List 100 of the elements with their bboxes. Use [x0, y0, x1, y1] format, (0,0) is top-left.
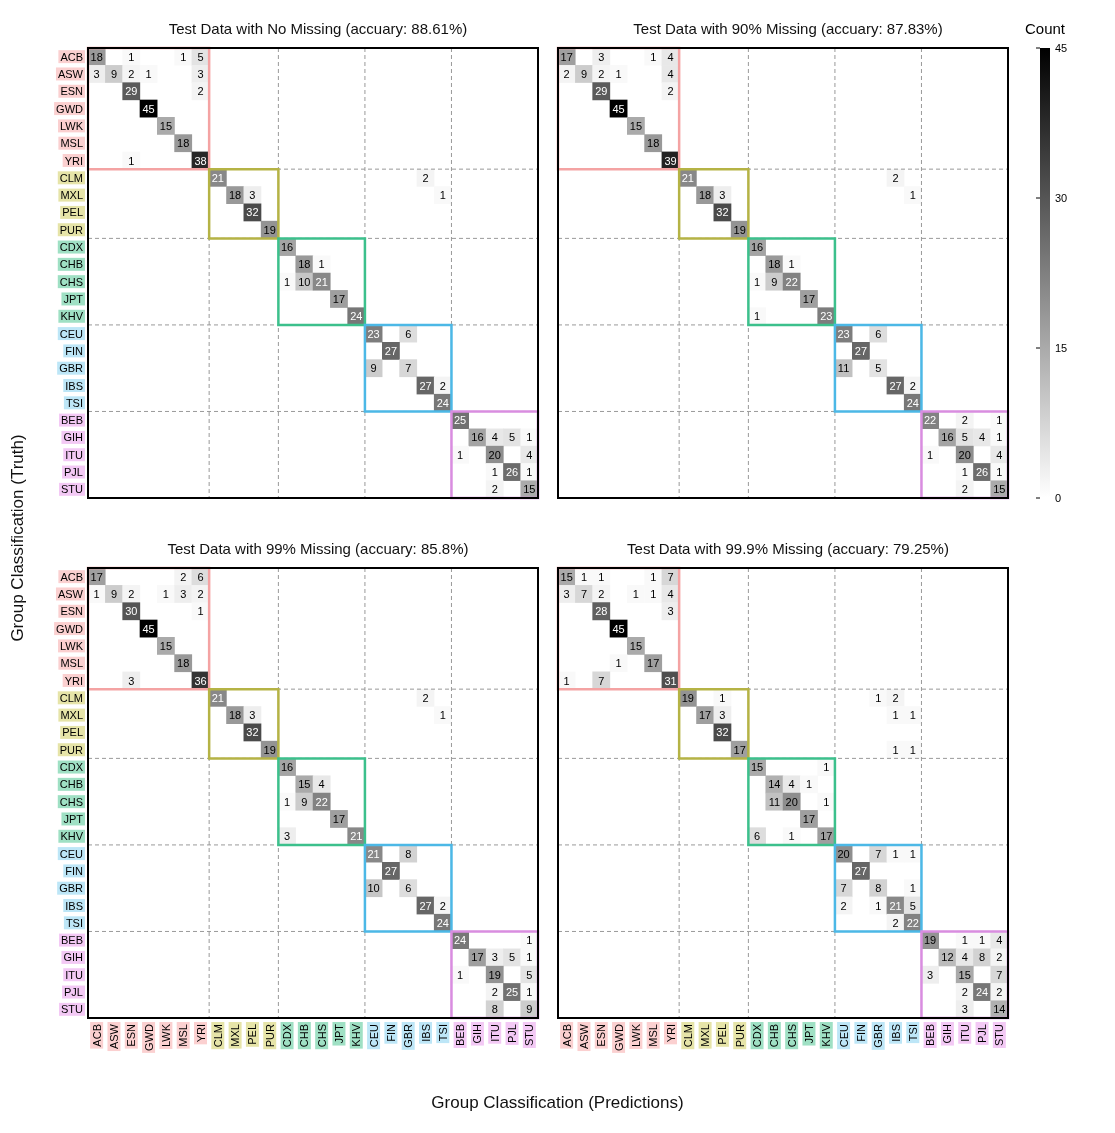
x-tick-label: CLM: [681, 1024, 694, 1048]
data-label: 1: [650, 587, 657, 600]
y-tick-label: ASW: [57, 67, 84, 80]
data-label: 21: [889, 899, 902, 912]
data-label: 1: [526, 466, 533, 479]
data-label: 23: [837, 327, 850, 340]
data-label: 22: [906, 916, 919, 929]
data-label: 27: [384, 344, 398, 357]
y-tick-label: CLM: [59, 691, 83, 704]
data-label: 5: [526, 968, 533, 981]
data-label: 3: [719, 709, 726, 722]
data-label: 15: [523, 483, 536, 496]
data-label: 7: [598, 674, 605, 687]
data-label: 20: [785, 795, 798, 808]
data-label: 2: [439, 899, 446, 912]
x-tick-label: JPT: [332, 1023, 345, 1044]
y-tick-label: MSL: [60, 137, 83, 150]
color-bar-label: 45: [1055, 42, 1068, 54]
data-label: 4: [996, 448, 1003, 461]
data-label: 1: [996, 414, 1003, 427]
data-label: 27: [854, 344, 868, 357]
data-label: 2: [128, 67, 135, 80]
data-label: 1: [632, 587, 639, 600]
y-tick-label: MSL: [60, 657, 83, 670]
x-tick-label: STU: [523, 1023, 536, 1046]
data-label: 2: [892, 171, 899, 184]
y-tick-label: CHB: [59, 258, 83, 271]
data-label: 1: [650, 50, 657, 63]
data-label: 2: [996, 951, 1003, 964]
data-label: 26: [975, 466, 989, 479]
data-label: 3: [197, 67, 204, 80]
data-label: 10: [367, 882, 380, 895]
data-label: 1: [875, 899, 882, 912]
y-tick-label: GIH: [63, 431, 84, 444]
data-label: 24: [436, 916, 449, 929]
data-label: 1: [909, 743, 916, 756]
y-tick-label: YRI: [64, 154, 83, 167]
x-tick-label: ACB: [90, 1024, 103, 1047]
y-tick-label: FIN: [65, 344, 84, 357]
data-label: 5: [961, 431, 968, 444]
data-label: 1: [439, 709, 446, 722]
data-label: 2: [892, 916, 899, 929]
data-label: 8: [875, 882, 882, 895]
data-label: 15: [958, 968, 971, 981]
data-label: 1: [753, 310, 761, 323]
data-label: 9: [110, 587, 118, 600]
data-label: 15: [159, 119, 173, 132]
data-label: 2: [422, 171, 429, 184]
data-label: 1: [457, 448, 464, 461]
data-label: 32: [716, 206, 729, 219]
data-label: 1: [753, 275, 761, 288]
data-label: 3: [491, 951, 498, 964]
y-tick-label: ITU: [65, 448, 84, 461]
data-label: 1: [909, 847, 916, 860]
data-label: 9: [580, 67, 588, 80]
x-tick-label: GWD: [612, 1023, 625, 1051]
data-label: 1: [978, 934, 986, 947]
data-label: 31: [664, 674, 677, 687]
data-label: 2: [491, 986, 498, 999]
color-bar-title: Count: [1024, 20, 1066, 37]
data-label: 4: [996, 934, 1003, 947]
data-label: 1: [283, 275, 291, 288]
data-label: 6: [875, 327, 882, 340]
color-bar-label: 0: [1055, 492, 1062, 504]
data-label: 18: [228, 189, 242, 202]
data-label: 8: [491, 1003, 498, 1016]
data-label: 16: [941, 431, 954, 444]
data-label: 15: [629, 119, 643, 132]
data-label: 18: [298, 258, 311, 271]
data-label: 6: [753, 830, 761, 843]
y-tick-label: JPT: [63, 292, 84, 305]
data-label: 19: [263, 743, 276, 756]
data-label: 1: [563, 674, 570, 687]
data-label: 2: [598, 587, 605, 600]
x-tick-label: PJL: [506, 1024, 519, 1043]
data-label: 15: [750, 761, 764, 774]
data-label: 2: [961, 986, 968, 999]
data-label: 2: [180, 570, 187, 583]
data-label: 19: [923, 934, 937, 947]
data-label: 17: [802, 292, 816, 305]
data-label: 5: [508, 951, 516, 964]
data-label: 16: [280, 761, 294, 774]
data-label: 17: [560, 50, 573, 63]
data-label: 4: [961, 951, 968, 964]
data-label: 2: [422, 691, 429, 704]
data-label: 1: [457, 968, 464, 981]
data-label: 7: [996, 968, 1003, 981]
data-label: 8: [405, 847, 412, 860]
x-tick-label: PUR: [733, 1023, 746, 1048]
data-label: 9: [771, 275, 778, 288]
y-tick-label: CDX: [59, 241, 84, 254]
data-label: 3: [249, 189, 256, 202]
x-tick-label: MSL: [177, 1024, 190, 1047]
data-label: 25: [505, 986, 519, 999]
data-label: 26: [505, 466, 519, 479]
data-label: 16: [471, 431, 484, 444]
data-label: 14: [993, 1003, 1006, 1016]
y-tick-label: CEU: [59, 847, 84, 860]
data-label: 8: [978, 951, 986, 964]
data-label: 20: [958, 448, 971, 461]
